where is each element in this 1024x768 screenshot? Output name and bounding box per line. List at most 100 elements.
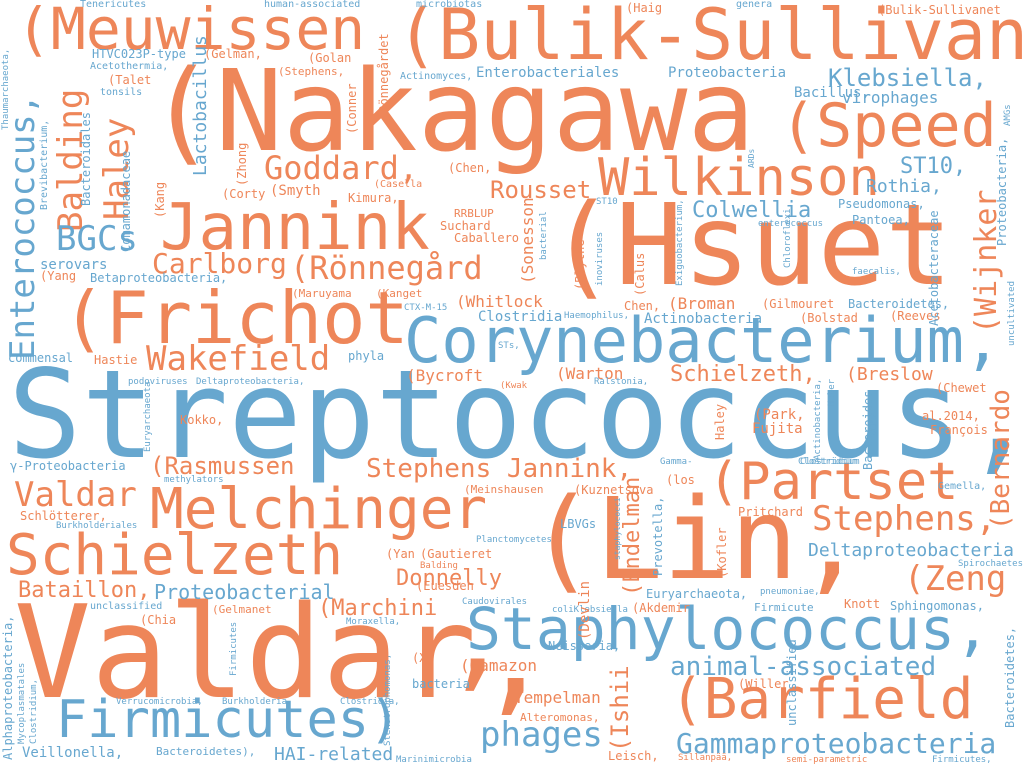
word-schielzeth-large: Schielzeth [6, 523, 344, 588]
word-gamma-proteobacteria: γ-Proteobacteria [10, 459, 126, 473]
word-goddard: Goddard, [264, 149, 419, 187]
word-pseudomonas: Pseudomonas, [838, 197, 925, 211]
word-microbiotas: microbiotas [416, 0, 483, 10]
word-sphingomonas: Sphingomonas, [890, 599, 984, 613]
word-chen: (Chen, [448, 161, 492, 175]
word-st10: ST10, [900, 154, 967, 179]
word-bacteroidetes-r: Bacteroidetes, [848, 297, 950, 311]
word-streptococcus: Streptococcus, [8, 344, 1024, 486]
word-calus: (Calus [633, 252, 647, 296]
word-bacteroidales: Bacteroidales [79, 112, 93, 206]
word-zeng: (Zeng [904, 559, 1007, 599]
word-serovars: serovars [40, 257, 108, 273]
word-stephens-jannink: Stephens Jannink, [366, 454, 633, 484]
word-rasmussen: (Rasmussen [150, 452, 295, 480]
word-gamazon: (Gamazon [460, 656, 538, 675]
word-sonesson: (Sonesson [518, 197, 537, 284]
word-uncultivated: uncultivated [1007, 280, 1017, 346]
word-planctomycetes: Planctomycetes [476, 535, 552, 545]
word-haig: (Haig [626, 1, 663, 15]
word-schlotterer: Schlötterer, [20, 509, 107, 523]
word-bacteroidetes-v: Bacteroidetes, [1003, 626, 1017, 728]
word-betaproteobacteria: Betaproteobacteria, [90, 271, 228, 285]
word-talet: (Talet [108, 73, 152, 87]
word-genera: genera [736, 0, 773, 10]
word-akdemir: (Akdemir [632, 601, 690, 615]
word-bacillus: Bacillus, [794, 85, 870, 101]
word-tempelman: Tempelman [514, 688, 601, 707]
word-carlborg: Carlborg [152, 247, 287, 280]
word-schielzeth: Schielzeth, [670, 362, 816, 387]
word-wilkinson: Wilkinson [598, 148, 880, 208]
word-meinshausen: (Meinshausen [464, 483, 544, 496]
word-partset: (Partset [708, 452, 959, 512]
word-semiparametric: semi-parametric [786, 755, 868, 765]
word-zhong: (Zhong [235, 142, 249, 186]
word-ctx: CTX-M-15 [404, 303, 448, 313]
word-sillanpaa: Sillanpää, [678, 753, 733, 763]
word-marchini: (Marchini [318, 596, 438, 621]
word-haley-small: Haley [713, 403, 727, 440]
word-frichot: (Frichot [62, 276, 409, 360]
word-proteobacteria: Proteobacteria [668, 65, 787, 81]
word-actinomyces: Actinomyces, [400, 71, 473, 82]
word-meuwissen: (Meuwissen [16, 0, 366, 63]
word-bycroft: (Bycroft [406, 366, 484, 385]
word-gilmouret: (Gilmouret [762, 297, 835, 311]
word-spirochaetes: Spirochaetes [958, 559, 1024, 569]
word-verrucomicrobia: Verrucomicrobia, [116, 697, 203, 707]
word-haemophilus: Haemophilus, [564, 311, 630, 321]
word-wakefield: Wakefield [146, 339, 331, 379]
word-fujita: Fujita [752, 421, 803, 437]
word-gautieret: (Gautieret [420, 547, 493, 561]
word-pantoea: Pantoea, [852, 213, 910, 227]
word-tonsils: tonsils [100, 87, 143, 98]
word-conner: (Conner [345, 83, 359, 134]
word-podoviruses: podoviruses [128, 377, 188, 387]
word-xu: (Xu [412, 651, 434, 665]
word-staphylococcus: Staphylococcus, [466, 595, 990, 663]
word-bgcs: BGCs [56, 219, 138, 259]
word-bacteria: bacteria [412, 677, 470, 691]
word-bataillon: Bataillon, [18, 578, 151, 603]
word-euryarchaeota: Euryarchaeota, [646, 587, 748, 601]
word-st10-small: ST10 [596, 197, 618, 207]
word-kuznetsova: (Kuznetsova [574, 483, 654, 497]
word-hsuet: (Hsuet [548, 181, 953, 311]
word-maruyama: (Maruyama [292, 287, 352, 300]
word-ralstonia: Ralstonia, [594, 377, 649, 387]
word-rousset: Rousset [490, 176, 592, 204]
word-speed: (Speed [780, 91, 997, 161]
word-veillonella: Veillonella, [22, 745, 124, 761]
word-comamonadaceae: Comamonadaceae [119, 150, 133, 252]
word-clostridium: Clostridium [798, 457, 858, 467]
word-htvc: HTVC023P-type [92, 47, 186, 61]
word-euesden: (Euesden [416, 579, 474, 593]
word-gelman: (Gelman, [204, 47, 262, 61]
word-acetothermia: Acetothermia, [90, 61, 169, 72]
word-neisseria: Neisseria, [548, 639, 621, 653]
word-gelmanet: (Gelmanet [212, 603, 272, 616]
word-chia: (Chia [140, 613, 177, 627]
word-inoviruses: inoviruses [595, 231, 605, 286]
word-burkholderiales: Burkholderiales [56, 521, 138, 531]
word-valdar: Valdar, [14, 579, 554, 728]
word-bulik-small: (Bulik-Sullivanet [878, 3, 1001, 17]
word-clostridium2: Clostridium [800, 457, 860, 467]
word-sts: STs, [498, 341, 520, 351]
word-animal-associated: animal-associated [670, 652, 937, 682]
word-warton: (Warton [556, 364, 624, 383]
word-acetobacteraceae: Acetobacteraceae [927, 210, 941, 326]
word-melchinger: Melchinger [150, 477, 488, 542]
word-ronnegard: (Rönnegård [290, 249, 483, 287]
word-coliklebsiella: coliKlebsiella [552, 605, 628, 615]
word-virophages: virophages [842, 88, 939, 107]
word-human-associated: human-associated [264, 0, 361, 10]
word-mycoplasmatales: Mycoplasmatales [17, 662, 27, 744]
word-prevotella: Prevotella, [651, 496, 665, 576]
word-burkholderia: Burkholderia, [222, 697, 293, 707]
word-marinimicrobia: Marinimicrobia [396, 755, 472, 765]
word-kimura: Kimura, [348, 191, 399, 205]
word-caballero: Caballero [454, 231, 520, 245]
